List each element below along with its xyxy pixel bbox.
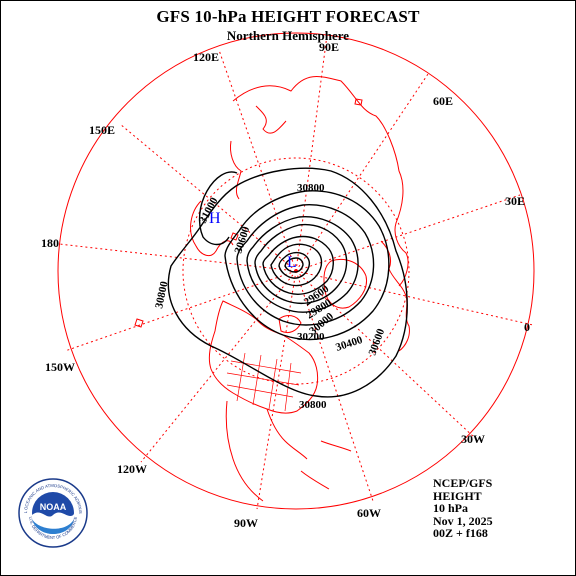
noaa-logo: NOAA NATIONAL OCEANIC AND ATMOSPHERIC AD… (17, 477, 88, 548)
longitude-label-120e: 120E (193, 50, 219, 64)
meridian-lines (58, 34, 534, 510)
contour-label: 30400 (334, 334, 364, 354)
longitude-label-180: 180 (41, 236, 59, 250)
longitude-label-150e: 150E (89, 123, 115, 137)
info-level: 10 hPa (433, 501, 469, 515)
contour-label: 30800 (153, 280, 171, 310)
info-date: Nov 1, 2025 (433, 513, 493, 528)
longitude-label-150w: 150W (45, 360, 75, 374)
high-pressure-marker: H (209, 210, 221, 227)
map-subtitle: Northern Hemisphere (226, 28, 350, 43)
longitude-label-30e: 30E (505, 194, 525, 208)
low-pressure-marker: L (287, 254, 297, 271)
info-field: HEIGHT (433, 488, 482, 503)
forecast-info-block: NCEP/GFS HEIGHT 10 hPa Nov 1, 2025 00Z +… (433, 477, 493, 540)
noaa-logo-text: NOAA (40, 502, 67, 512)
contour-label: 30800 (299, 399, 327, 411)
latitude-circle (182, 157, 410, 385)
contour-label: 30800 (297, 182, 325, 194)
contour-label: 30200 (297, 331, 325, 343)
map-outer-boundary (57, 32, 535, 510)
info-center: NCEP/GFS (433, 476, 493, 490)
height-contours (167, 167, 408, 398)
longitude-label-30w: 30W (461, 432, 485, 446)
map-title: GFS 10-hPa HEIGHT FORECAST (156, 7, 420, 26)
us-state-borders (226, 352, 302, 412)
info-run: 00Z + f168 (433, 526, 488, 540)
longitude-label-60w: 60W (357, 506, 381, 520)
longitude-label-120w: 120W (117, 462, 147, 476)
longitude-label-0: 0 (524, 320, 530, 334)
longitude-label-60e: 60E (433, 94, 453, 108)
longitude-label-90e: 90E (319, 40, 339, 54)
longitude-label-90w: 90W (234, 516, 258, 530)
